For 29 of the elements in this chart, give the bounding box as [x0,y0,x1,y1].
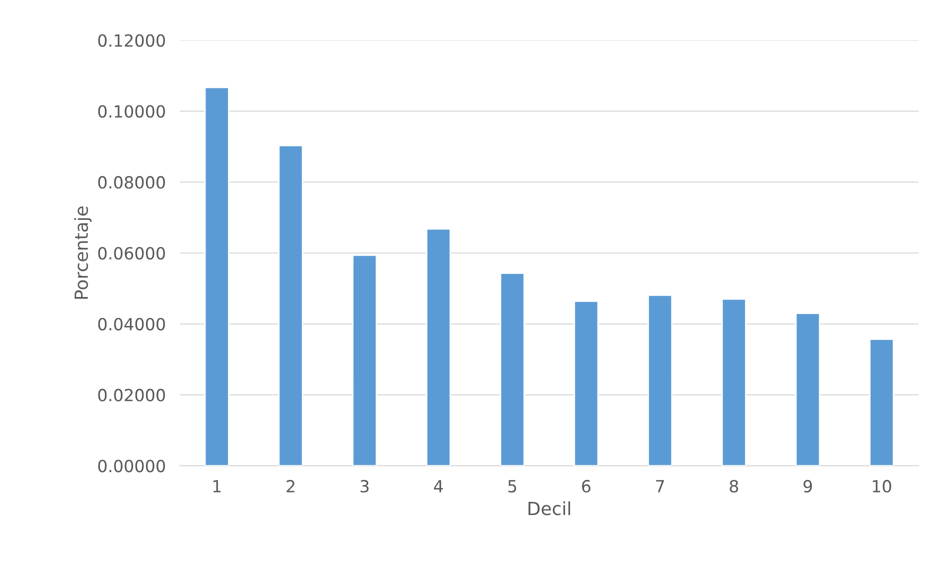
bar [426,228,451,466]
x-tick-label: 9 [804,480,812,493]
x-tick-label: 10 [872,480,892,493]
x-tick-label: 1 [213,480,221,492]
x-tick-label: 8 [730,480,738,493]
bar [648,294,673,466]
bar [795,312,820,466]
bar [204,86,230,466]
x-tick-label: 2 [286,480,294,492]
x-tick-label: 5 [508,480,516,493]
y-tick-label: 0.08000 [98,176,165,189]
x-axis-title: Decil [528,501,570,516]
bar [352,254,378,466]
y-tick-label: 0.02000 [98,388,165,402]
bar [500,272,525,466]
x-tick-label: 7 [656,480,664,492]
bar [278,144,304,466]
bar [574,300,599,466]
y-axis-title: Porcentaje [74,206,92,299]
x-tick-label: 3 [360,480,369,493]
x-tick-label: 6 [582,480,590,493]
y-tick-label: 0.04000 [98,318,165,330]
y-tick-label: 0.00000 [98,460,165,472]
x-tick-label: 4 [434,480,443,492]
bar [869,338,894,466]
bar [721,298,746,466]
y-tick-label: 0.12000 [98,34,165,47]
y-tick-label: 0.10000 [98,105,165,118]
y-tick-label: 0.06000 [98,246,165,260]
